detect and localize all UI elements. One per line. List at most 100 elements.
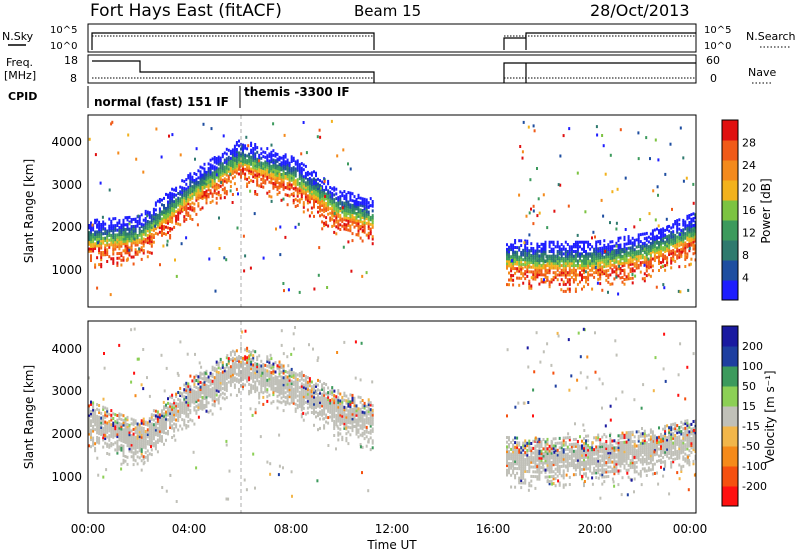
data-cell xyxy=(233,369,236,373)
data-cell xyxy=(678,241,681,245)
data-cell xyxy=(282,364,285,368)
data-cell xyxy=(197,403,200,407)
data-cell xyxy=(177,398,180,401)
data-cell xyxy=(201,190,204,193)
data-cell xyxy=(564,259,567,263)
data-cell xyxy=(548,261,551,265)
data-cell xyxy=(692,242,695,246)
data-cell xyxy=(558,264,561,268)
data-cell xyxy=(540,273,543,277)
data-cell xyxy=(294,386,297,390)
data-cell xyxy=(639,263,642,267)
data-cell xyxy=(308,384,311,388)
data-cell xyxy=(140,236,143,240)
data-cell xyxy=(676,228,679,232)
data-cell xyxy=(130,236,133,240)
data-cell xyxy=(583,245,585,249)
data-cell xyxy=(183,196,186,200)
data-cell xyxy=(88,242,90,246)
data-cell xyxy=(231,370,234,374)
data-cell xyxy=(238,378,240,382)
data-cell xyxy=(343,405,346,409)
data-cell xyxy=(138,226,141,230)
data-cell xyxy=(319,207,321,211)
data-cell xyxy=(197,188,200,191)
data-cell xyxy=(585,259,587,263)
data-cell xyxy=(132,227,135,231)
data-cell xyxy=(142,417,145,421)
data-cell xyxy=(146,433,149,436)
data-cell xyxy=(627,265,630,269)
data-cell xyxy=(633,262,636,266)
data-cell xyxy=(292,159,295,162)
data-cell xyxy=(110,240,113,244)
data-cell xyxy=(369,227,372,231)
data-cell xyxy=(229,161,232,165)
data-cell xyxy=(173,195,176,199)
data-cell xyxy=(134,227,137,231)
data-cell xyxy=(550,240,553,244)
data-cell xyxy=(92,237,95,241)
data-cell xyxy=(213,165,216,169)
data-cell xyxy=(355,205,358,208)
data-cell xyxy=(92,401,95,405)
data-cell xyxy=(233,367,236,371)
data-cell xyxy=(134,229,137,233)
data-cell xyxy=(351,396,354,400)
data-cell xyxy=(337,431,340,435)
data-cell xyxy=(678,234,681,238)
data-cell xyxy=(587,264,590,268)
data-cell xyxy=(302,205,305,209)
data-cell xyxy=(329,399,332,403)
data-cell xyxy=(506,243,508,247)
data-cell xyxy=(219,184,222,188)
data-cell xyxy=(538,259,541,263)
data-cell xyxy=(512,255,515,259)
data-cell xyxy=(629,262,632,266)
data-cell xyxy=(94,242,97,246)
data-cell xyxy=(526,249,529,252)
data-cell xyxy=(262,178,265,182)
data-cell xyxy=(133,237,136,241)
data-cell xyxy=(110,413,113,417)
data-cell xyxy=(292,173,295,177)
data-cell xyxy=(175,404,178,408)
data-cell xyxy=(317,397,319,401)
data-cell xyxy=(207,375,210,379)
data-cell xyxy=(201,377,204,381)
data-cell xyxy=(528,211,531,215)
data-cell xyxy=(120,258,123,262)
data-cell xyxy=(337,198,340,202)
data-cell xyxy=(134,231,137,235)
data-cell xyxy=(341,412,344,416)
data-cell xyxy=(92,244,95,248)
data-cell xyxy=(649,157,651,161)
data-cell xyxy=(552,259,555,263)
data-cell xyxy=(347,421,350,424)
data-cell xyxy=(536,242,539,246)
data-cell xyxy=(597,259,600,262)
data-cell xyxy=(371,209,374,213)
data-cell xyxy=(217,373,220,377)
data-cell xyxy=(246,360,249,364)
data-cell xyxy=(576,266,579,270)
data-cell xyxy=(298,163,301,167)
data-cell xyxy=(272,158,275,162)
nsearch-tick-high: 10^5 xyxy=(704,25,731,36)
data-cell xyxy=(177,222,180,226)
data-cell xyxy=(327,196,330,200)
data-cell xyxy=(331,393,334,397)
data-cell xyxy=(325,415,328,419)
data-cell xyxy=(629,260,632,264)
data-cell xyxy=(554,245,557,249)
data-cell xyxy=(347,409,350,413)
data-cell xyxy=(102,429,105,433)
data-cell xyxy=(315,382,317,386)
data-cell xyxy=(524,258,527,262)
data-cell xyxy=(290,185,293,189)
data-cell xyxy=(136,252,139,256)
data-cell xyxy=(676,256,679,260)
data-cell xyxy=(613,251,616,255)
data-cell xyxy=(108,427,111,430)
data-cell xyxy=(329,415,332,419)
